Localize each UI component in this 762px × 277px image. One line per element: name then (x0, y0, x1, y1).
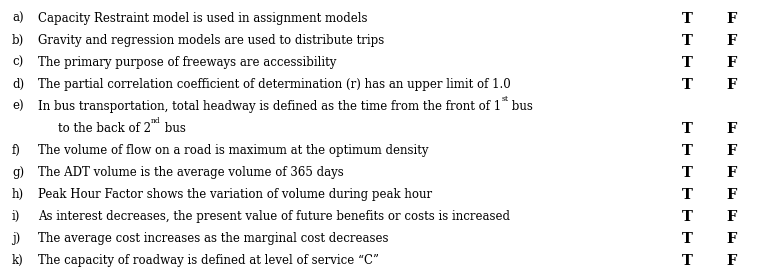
Text: F: F (726, 12, 736, 26)
Text: st: st (501, 95, 508, 103)
Text: Gravity and regression models are used to distribute trips: Gravity and regression models are used t… (38, 34, 384, 47)
Text: bus: bus (161, 122, 186, 135)
Text: As interest decreases, the present value of future benefits or costs is increase: As interest decreases, the present value… (38, 210, 510, 223)
Text: to the back of 2: to the back of 2 (58, 122, 151, 135)
Text: F: F (726, 56, 736, 70)
Text: The capacity of roadway is defined at level of service “C”: The capacity of roadway is defined at le… (38, 254, 379, 267)
Text: j): j) (12, 232, 21, 245)
Text: F: F (726, 210, 736, 224)
Text: T: T (682, 78, 693, 92)
Text: g): g) (12, 166, 24, 179)
Text: bus: bus (508, 100, 533, 113)
Text: T: T (682, 122, 693, 136)
Text: The ADT volume is the average volume of 365 days: The ADT volume is the average volume of … (38, 166, 344, 179)
Text: Capacity Restraint model is used in assignment models: Capacity Restraint model is used in assi… (38, 12, 367, 25)
Text: a): a) (12, 12, 24, 25)
Text: F: F (726, 254, 736, 268)
Text: h): h) (12, 188, 24, 201)
Text: T: T (682, 144, 693, 158)
Text: The average cost increases as the marginal cost decreases: The average cost increases as the margin… (38, 232, 389, 245)
Text: T: T (682, 232, 693, 246)
Text: In bus transportation, total headway is defined as the time from the front of 1: In bus transportation, total headway is … (38, 100, 501, 113)
Text: c): c) (12, 56, 24, 69)
Text: The primary purpose of freeways are accessibility: The primary purpose of freeways are acce… (38, 56, 336, 69)
Text: T: T (682, 254, 693, 268)
Text: Peak Hour Factor shows the variation of volume during peak hour: Peak Hour Factor shows the variation of … (38, 188, 432, 201)
Text: F: F (726, 122, 736, 136)
Text: e): e) (12, 100, 24, 113)
Text: F: F (726, 166, 736, 180)
Text: d): d) (12, 78, 24, 91)
Text: F: F (726, 232, 736, 246)
Text: T: T (682, 56, 693, 70)
Text: F: F (726, 34, 736, 48)
Text: f): f) (12, 144, 21, 157)
Text: T: T (682, 210, 693, 224)
Text: T: T (682, 34, 693, 48)
Text: nd: nd (151, 117, 161, 125)
Text: The volume of flow on a road is maximum at the optimum density: The volume of flow on a road is maximum … (38, 144, 428, 157)
Text: b): b) (12, 34, 24, 47)
Text: F: F (726, 144, 736, 158)
Text: T: T (682, 166, 693, 180)
Text: T: T (682, 188, 693, 202)
Text: T: T (682, 12, 693, 26)
Text: The partial correlation coefficient of determination (r) has an upper limit of 1: The partial correlation coefficient of d… (38, 78, 511, 91)
Text: i): i) (12, 210, 21, 223)
Text: k): k) (12, 254, 24, 267)
Text: F: F (726, 78, 736, 92)
Text: F: F (726, 188, 736, 202)
